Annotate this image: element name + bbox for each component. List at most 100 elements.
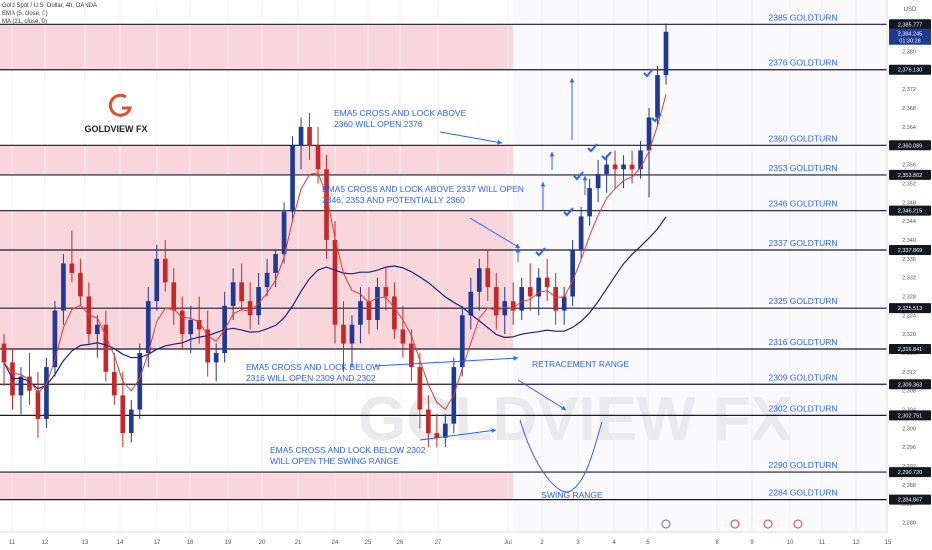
candle-body — [519, 287, 525, 311]
x-tick-label: 12 — [853, 540, 860, 546]
annotation-text: EMA5 CROSS AND LOCK ABOVE 2337 WILL OPEN… — [322, 184, 524, 205]
x-tick-label: 10 — [787, 540, 794, 546]
level-price-tag — [889, 169, 931, 180]
candle-body — [298, 126, 304, 146]
x-tick-label: 2 — [540, 540, 544, 546]
arrow-head — [569, 78, 575, 83]
candle-body — [383, 287, 389, 297]
candle-body — [162, 258, 168, 283]
level-label: 2360 GOLDTURN — [769, 133, 838, 143]
countdown-text: 01:30:28 — [899, 39, 920, 45]
level-price-text: 2,353.802 — [898, 173, 922, 179]
x-tick-label: 20 — [259, 540, 266, 546]
level-label: 2316 GOLDTURN — [769, 337, 838, 347]
level-label: 2376 GOLDTURN — [769, 58, 838, 68]
demand-zone — [0, 472, 513, 500]
candle-body — [52, 310, 58, 368]
x-tick-label: 9 — [750, 540, 754, 546]
annotation-text: RETRACEMENT RANGE — [532, 359, 629, 369]
y-tick-label: 2,280 — [902, 521, 916, 527]
ma-indicator-label[interactable]: MA (21, close, 0) — [2, 19, 48, 25]
ema5-line — [3, 94, 667, 411]
arrow-head — [515, 243, 520, 248]
annotation-line: 2316 WILL OPEN 2309 AND 2302 — [246, 373, 376, 383]
level-price-tag — [889, 344, 931, 355]
annotation-arrow — [419, 429, 497, 441]
level-price-text: 2,325.513 — [898, 306, 922, 312]
annotation-line: EMA5 CROSS AND LOCK ABOVE 2337 WILL OPEN — [322, 184, 524, 194]
y-tick-label: 2,340 — [902, 238, 916, 244]
candle-body — [663, 31, 669, 76]
x-tick-label: 8 — [715, 540, 719, 546]
y-tick-label: 2,320 — [902, 332, 916, 338]
y-tick-label: 2,364 — [902, 125, 916, 131]
candle-body — [358, 301, 363, 325]
level-price-tag — [889, 410, 931, 421]
event-flag-icon — [763, 519, 773, 529]
y-tick-label: 2,344 — [902, 219, 916, 225]
y-tick-label: 2,380 — [902, 50, 916, 56]
candle-body — [366, 301, 372, 321]
x-tick-label: 12 — [42, 540, 49, 546]
logo-text: GOLDVIEW FX — [85, 124, 148, 134]
annotation-arrow — [374, 357, 519, 367]
current-price-text: 2,384.245 — [898, 32, 922, 38]
candle-body — [247, 301, 253, 316]
x-tick-label: 19 — [225, 540, 232, 546]
level-price-text: 2,337.869 — [898, 248, 922, 254]
demand-zone — [0, 24, 513, 70]
candle-body — [493, 287, 499, 316]
level-label: 2385 GOLDTURN — [769, 12, 838, 22]
level-price-tag — [889, 244, 931, 255]
candle-body — [587, 188, 592, 217]
candle-body — [426, 409, 431, 434]
level-price-tag — [889, 140, 931, 151]
checkmark-icon — [573, 171, 584, 181]
checkmark-icon — [651, 113, 662, 123]
candle-body — [544, 277, 550, 288]
candle-body — [612, 164, 618, 170]
candle-body — [604, 164, 609, 174]
candle-body — [145, 301, 151, 353]
candle-body — [103, 324, 109, 372]
candle-body — [281, 211, 287, 255]
candle-body — [239, 282, 244, 302]
level-price-text: 2,309.363 — [898, 382, 922, 388]
x-tick-label: 24 — [332, 540, 339, 546]
candle-body — [128, 409, 134, 434]
candle-body — [78, 272, 83, 297]
level-price-tag — [889, 205, 931, 216]
candle-body — [179, 310, 185, 335]
event-flag-icon — [661, 519, 671, 529]
candle-body — [417, 367, 423, 410]
level-label: 2353 GOLDTURN — [769, 163, 838, 173]
y-tick-label: 2,372 — [902, 87, 916, 93]
annotation-arrow — [439, 131, 503, 144]
y-tick-label: 2,352 — [902, 181, 916, 187]
event-flag-icon — [793, 519, 803, 529]
ema-indicator-label[interactable]: EMA (5, close, 0) — [2, 11, 48, 17]
arrow-head — [549, 152, 555, 157]
candle-body — [256, 287, 261, 316]
y-tick-label: 2,288 — [902, 483, 916, 489]
candle-body — [27, 376, 32, 391]
arrow-head — [540, 182, 546, 187]
arrow-head — [513, 355, 518, 361]
candle-body — [578, 216, 584, 250]
candle-body — [307, 126, 312, 146]
annotation-line: 2346, 2353 AND POTENTIALLY 2360 — [322, 195, 465, 205]
candle-body — [459, 315, 465, 368]
candle-body — [510, 301, 516, 311]
annotation-line: EMA5 CROSS AND LOCK BELOW — [246, 362, 380, 372]
annotation-line: EMA5 CROSS AND LOCK BELOW 2302 — [270, 445, 426, 455]
candle-body — [44, 367, 49, 419]
candle-body — [655, 75, 660, 118]
candle-body — [595, 173, 601, 189]
x-tick-label: 25 — [365, 540, 372, 546]
checkmark-icon — [587, 143, 598, 153]
event-flag-icon — [730, 519, 740, 529]
candle-body — [69, 263, 75, 273]
candle-body — [290, 145, 295, 212]
